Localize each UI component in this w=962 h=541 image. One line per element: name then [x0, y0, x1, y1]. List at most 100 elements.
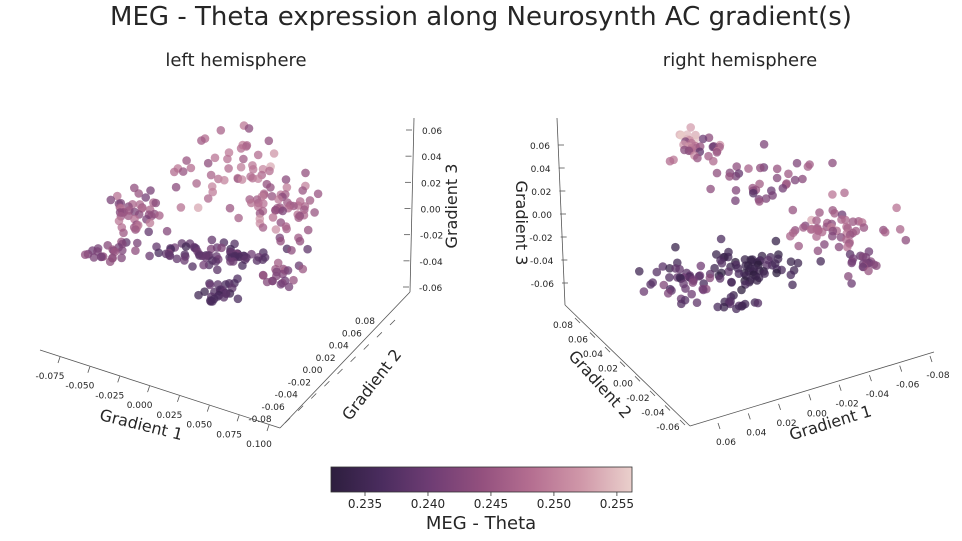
left-points — [80, 121, 323, 306]
data-point — [652, 267, 662, 277]
right-y-tick-label: -0.06 — [656, 423, 680, 433]
data-point — [798, 174, 807, 184]
right-y-tick — [664, 405, 671, 411]
data-point — [859, 223, 869, 232]
data-point — [820, 240, 829, 249]
data-point — [188, 262, 197, 271]
left-axis-line — [39, 349, 281, 429]
data-point — [693, 153, 702, 163]
data-point — [278, 206, 288, 216]
data-point — [692, 298, 702, 308]
data-point — [233, 294, 243, 304]
data-point — [792, 158, 802, 168]
right-z-tick-label: 0.06 — [530, 142, 550, 152]
data-point — [303, 225, 313, 235]
figure-title: MEG - Theta expression along Neurosynth … — [110, 2, 852, 32]
data-point — [788, 280, 797, 290]
data-point — [734, 269, 744, 279]
left-x-tick-label: 0.100 — [246, 440, 272, 450]
data-point — [812, 216, 821, 225]
left-y-tick-label: 0.04 — [329, 342, 349, 352]
data-point — [815, 208, 824, 217]
data-point — [659, 280, 669, 290]
data-point — [806, 225, 816, 234]
data-point — [639, 287, 649, 296]
data-point — [298, 264, 308, 274]
data-point — [834, 242, 844, 252]
right-x-tick — [899, 365, 903, 372]
data-point — [717, 258, 727, 268]
right-y-tick — [619, 361, 626, 367]
left-z-label: Gradient 3 — [442, 164, 461, 249]
data-point — [772, 173, 782, 183]
data-point — [840, 188, 849, 198]
data-point — [712, 168, 722, 178]
data-point — [901, 235, 911, 245]
data-point — [113, 191, 122, 201]
data-point — [268, 213, 278, 222]
colorbar-label: MEG - Theta — [425, 513, 537, 534]
data-point — [131, 246, 140, 255]
data-point — [197, 136, 206, 145]
left-y-tick — [324, 380, 330, 387]
data-point — [295, 236, 305, 246]
data-point — [794, 241, 803, 251]
data-point — [165, 251, 175, 261]
colorbar-tick-label: 0.235 — [348, 497, 382, 511]
data-point — [205, 280, 215, 290]
right-x-tick — [929, 355, 933, 363]
data-point — [759, 140, 769, 149]
data-point — [799, 223, 808, 232]
data-point — [830, 209, 839, 218]
left-y-tick-label: 0.06 — [342, 329, 362, 339]
data-point — [282, 224, 291, 234]
data-point — [713, 302, 722, 312]
left-y-tick-label: 0.08 — [355, 317, 375, 327]
data-point — [706, 184, 715, 194]
data-point — [118, 246, 127, 255]
data-point — [176, 203, 186, 212]
data-point — [238, 261, 247, 270]
data-point — [266, 183, 275, 192]
data-point — [199, 260, 208, 270]
data-point — [665, 156, 675, 166]
data-point — [813, 246, 823, 256]
left-x-tick-label: 0.000 — [127, 401, 153, 411]
data-point — [731, 171, 741, 181]
data-point — [234, 213, 243, 223]
right-z-tick-label: 0.04 — [531, 165, 551, 175]
left-z-tick-label: -0.06 — [419, 284, 443, 294]
data-point — [211, 257, 221, 266]
data-point — [303, 244, 312, 254]
data-point — [671, 242, 680, 252]
left-y-tick-label: -0.06 — [261, 403, 285, 413]
data-point — [665, 273, 674, 282]
data-point — [816, 257, 825, 266]
right-y-tick — [604, 346, 611, 353]
data-point — [224, 164, 233, 173]
right-axis-line — [564, 304, 691, 427]
data-point — [146, 186, 155, 195]
right-x-tick-label: 0.04 — [746, 428, 766, 438]
data-point — [276, 280, 286, 289]
data-point — [252, 256, 262, 265]
right-z-tick-label: -0.02 — [529, 234, 552, 244]
right-x-tick-label: -0.04 — [866, 390, 890, 400]
data-point — [267, 192, 277, 201]
right-x-tick — [838, 384, 842, 391]
right-y-tick-label: 0.02 — [598, 365, 618, 375]
data-point — [178, 167, 188, 176]
right-y-tick-label: 0.06 — [568, 336, 588, 346]
data-point — [282, 183, 292, 192]
data-point — [768, 191, 777, 200]
data-point — [737, 285, 746, 295]
left-subtitle: left hemisphere — [165, 50, 307, 71]
data-point — [208, 297, 217, 306]
left-x-tick — [266, 424, 270, 432]
right-x-tick — [747, 413, 751, 420]
data-point — [688, 278, 698, 287]
right-y-tick — [634, 376, 641, 382]
data-point — [258, 223, 268, 232]
data-point — [216, 126, 226, 135]
data-point — [892, 203, 901, 213]
